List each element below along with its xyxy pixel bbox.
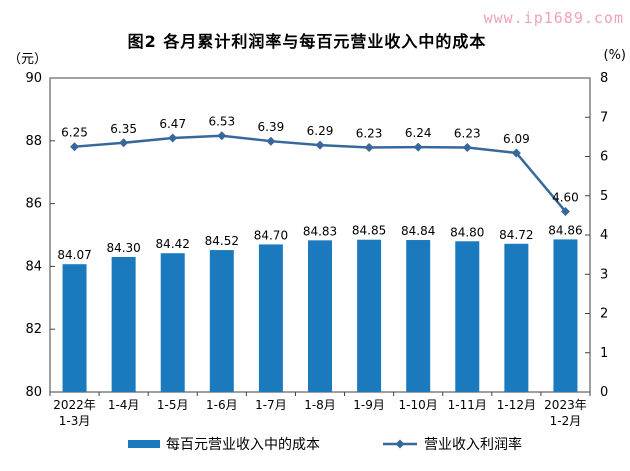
line-value-label: 6.35 (110, 122, 137, 136)
left-axis-tick-label: 82 (25, 322, 42, 337)
right-axis-tick-label: 2 (600, 307, 608, 322)
x-axis-category-label: 1-7月 (255, 398, 287, 412)
line-value-label: 6.09 (503, 132, 530, 146)
bar-value-label: 84.85 (352, 224, 386, 238)
left-axis-tick-label: 88 (25, 134, 42, 149)
line-value-label: 6.47 (159, 117, 186, 131)
line-point-marker (462, 142, 472, 152)
right-axis-tick-label: 6 (600, 150, 608, 165)
bar-value-label: 84.83 (303, 224, 337, 238)
right-axis-tick-label: 7 (600, 110, 608, 125)
line-value-label: 6.25 (61, 126, 88, 140)
x-axis-category-label: 2022年 (53, 398, 96, 412)
x-axis-category-label: 1-10月 (399, 398, 438, 412)
x-axis-category-label: 1-4月 (108, 398, 140, 412)
bar-value-label: 84.86 (548, 223, 582, 237)
line-point-marker (70, 142, 80, 152)
line-value-label: 4.60 (552, 190, 579, 204)
bar-value-label: 84.80 (450, 225, 484, 239)
bar-value-label: 84.07 (57, 248, 91, 262)
line-point-marker (511, 148, 521, 158)
bar-value-label: 84.52 (205, 234, 239, 248)
line-point-marker (560, 206, 570, 216)
bar (111, 256, 136, 392)
line-value-label: 6.23 (454, 126, 481, 140)
line-point-marker (168, 133, 178, 143)
line-point-marker (266, 136, 276, 146)
legend-line-label: 营业收入利润率 (424, 437, 522, 453)
chart-title: 图2 各月累计利润率与每百元营业收入中的成本 (127, 32, 487, 51)
bar (308, 240, 332, 392)
legend-item-line: 营业收入利润率 (382, 435, 522, 453)
bar (406, 240, 431, 392)
left-axis-tick-label: 80 (25, 385, 42, 400)
right-axis-tick-label: 0 (600, 385, 608, 400)
watermark: www.ip1689.com (483, 9, 624, 27)
left-axis-tick-label: 86 (25, 197, 42, 212)
x-axis-category-label: 1-8月 (304, 398, 336, 412)
x-axis-category-label: 1-9月 (353, 398, 385, 412)
x-axis-category-label: 1-5月 (157, 398, 189, 412)
line-value-label: 6.39 (258, 120, 285, 134)
bar (258, 244, 283, 392)
right-axis-tick-label: 3 (600, 267, 608, 282)
bar-swatch-icon (128, 440, 160, 448)
bar (160, 253, 185, 392)
left-axis-tick-label: 84 (25, 259, 42, 274)
bar-value-label: 84.70 (254, 228, 288, 242)
right-axis-tick-label: 8 (600, 71, 608, 86)
x-axis-category-label: 2023年 (544, 398, 587, 412)
bar (553, 239, 578, 392)
line-point-marker (364, 142, 374, 152)
line-value-label: 6.29 (307, 124, 334, 138)
bar-value-label: 84.84 (401, 224, 435, 238)
line-point-marker (413, 142, 423, 152)
x-axis-category-label: 1-3月 (59, 414, 91, 428)
left-axis-tick-label: 90 (25, 71, 42, 86)
bar (504, 243, 529, 392)
x-axis-category-label: 1-6月 (206, 398, 238, 412)
x-axis-category-label: 1-11月 (448, 398, 487, 412)
line-point-marker (119, 138, 129, 148)
bar-value-label: 84.42 (156, 237, 190, 251)
right-axis-tick-label: 5 (600, 189, 608, 204)
bar (357, 239, 382, 392)
line-swatch-icon (383, 439, 417, 449)
line-point-marker (217, 131, 227, 141)
legend: 每百元营业收入中的成本 营业收入利润率 (0, 435, 630, 455)
right-axis-unit: (%) (603, 48, 627, 63)
left-axis-unit: （元） (8, 52, 48, 67)
bar-value-label: 84.30 (106, 241, 140, 255)
bar-value-label: 84.72 (499, 228, 533, 242)
legend-item-bars: 每百元营业收入中的成本 (128, 435, 320, 453)
line-value-label: 6.53 (208, 115, 235, 129)
bar (209, 250, 234, 392)
x-axis-category-label: 1-12月 (497, 398, 536, 412)
line-value-label: 6.24 (405, 126, 432, 140)
x-axis-category-label: 1-2月 (550, 414, 582, 428)
right-axis-tick-label: 1 (600, 346, 608, 361)
bar (455, 241, 480, 392)
legend-bar-label: 每百元营业收入中的成本 (166, 437, 320, 453)
line-value-label: 6.23 (356, 126, 383, 140)
line-point-marker (315, 140, 325, 150)
bar (62, 264, 87, 392)
right-axis-tick-label: 4 (600, 228, 608, 243)
